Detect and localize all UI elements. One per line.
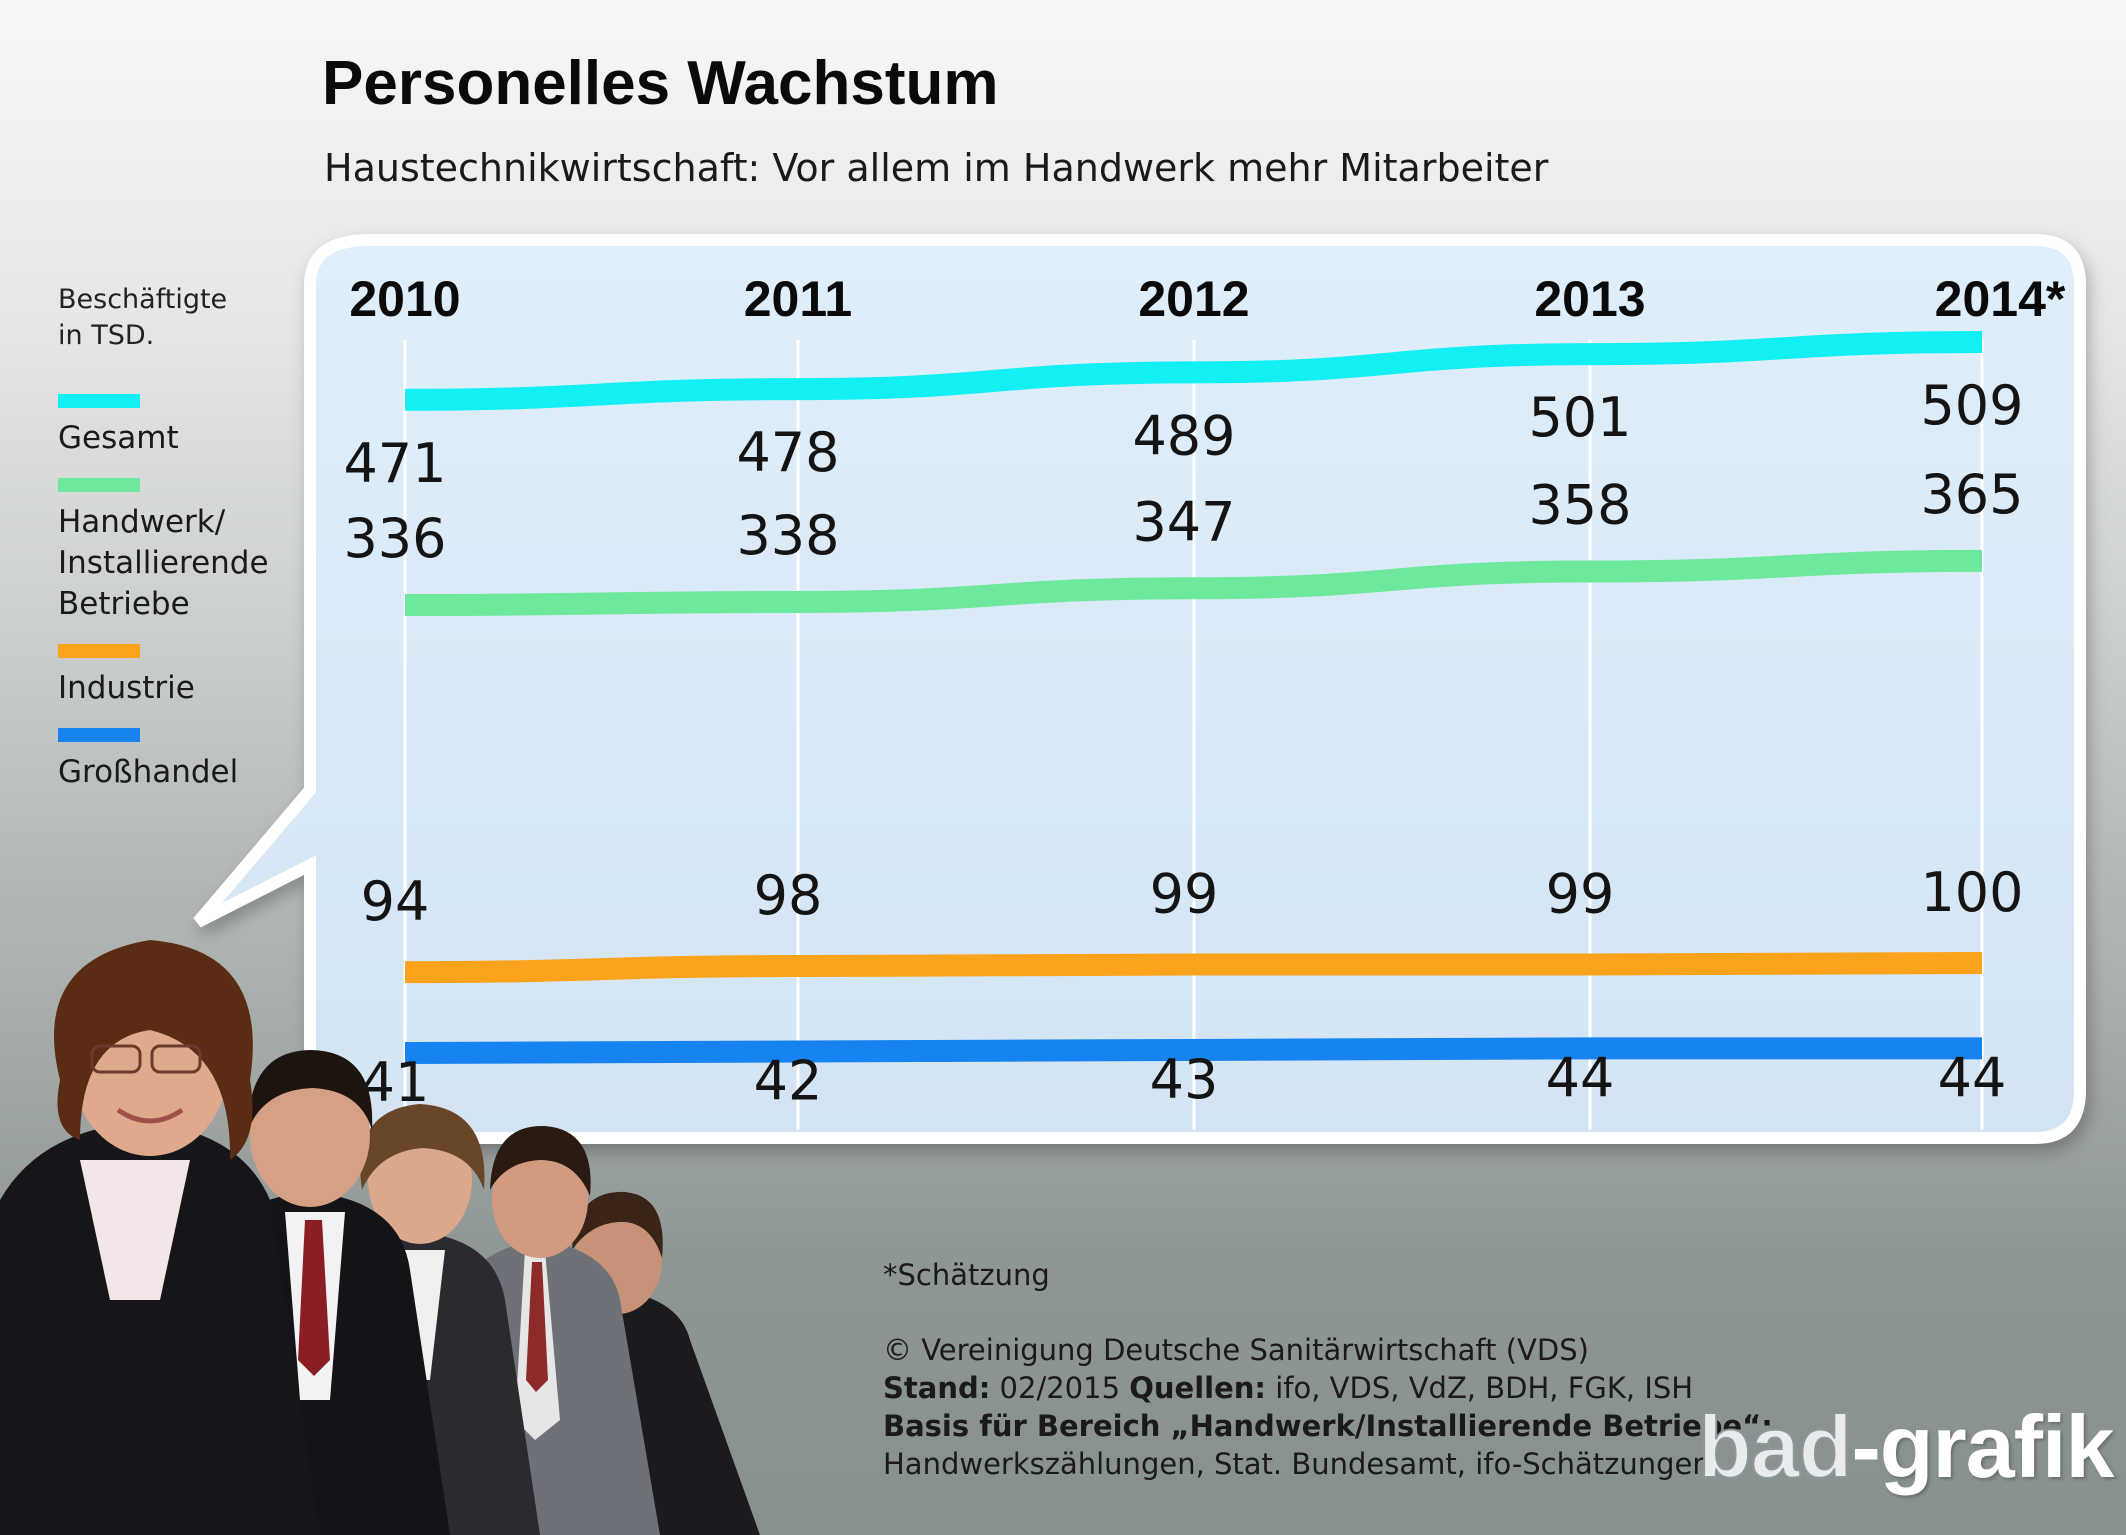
data-label-2-0: 94 [361, 870, 430, 933]
x-tick-label-1: 2011 [744, 271, 852, 327]
legend-item-industrie: Industrie [58, 644, 278, 709]
data-label-0-1: 478 [736, 421, 839, 484]
data-label-1-2: 347 [1132, 490, 1235, 553]
data-label-2-3: 99 [1546, 863, 1615, 926]
data-label-1-4: 365 [1920, 463, 2023, 526]
data-label-2-2: 99 [1150, 863, 1219, 926]
series-line-3 [404, 1037, 1982, 1064]
data-label-0-3: 501 [1528, 386, 1631, 449]
data-label-1-3: 358 [1528, 474, 1631, 537]
series-line-1 [404, 549, 1983, 616]
legend-label-handwerk: Handwerk/ Installierende Betriebe [58, 504, 269, 622]
footnote: *Schätzung [883, 1258, 1050, 1292]
page-title: Personelles Wachstum [322, 49, 999, 118]
data-label-3-2: 43 [1150, 1048, 1219, 1111]
basis-value: Handwerkszählungen, Stat. Bundesamt, ifo… [883, 1447, 1711, 1481]
legend-swatch-handwerk [58, 478, 140, 492]
legend-swatch-industrie [58, 644, 140, 658]
quellen-value: ifo, VDS, VdZ, BDH, FGK, ISH [1275, 1371, 1694, 1405]
legend-label-grosshandel: Großhandel [58, 754, 239, 790]
data-label-0-4: 509 [1920, 374, 2023, 437]
legend-item-grosshandel: Großhandel [58, 728, 278, 793]
quellen-label: Quellen: [1129, 1371, 1267, 1405]
year-labels: 2010 2011 2012 2013 2014* [349, 271, 2065, 327]
data-label-1-0: 336 [343, 507, 446, 570]
x-tick-label-0: 2010 [349, 271, 460, 327]
stand-quellen-line: Stand: 02/2015 Quellen: ifo, VDS, VdZ, B… [883, 1369, 1693, 1407]
series-lines [404, 331, 1983, 1064]
data-label-0-0: 471 [343, 432, 446, 495]
series-line-2 [404, 952, 1983, 984]
page-subtitle: Haustechnikwirtschaft: Vor allem im Hand… [324, 146, 1549, 190]
data-label-3-4: 44 [1938, 1046, 2007, 1109]
stand-label: Stand: [883, 1371, 991, 1405]
basis-label: Basis für Bereich „Handwerk/Installieren… [883, 1409, 1773, 1443]
legend-item-gesamt: Gesamt [58, 394, 278, 459]
legend-unit: Beschäftigte in TSD. [58, 284, 228, 351]
series-line-0 [404, 331, 1983, 411]
legend-item-handwerk: Handwerk/ Installierende Betriebe [58, 478, 278, 625]
data-label-3-0: 41 [361, 1051, 430, 1114]
x-tick-label-3: 2013 [1534, 271, 1645, 327]
bad-grafik-logo: bad-grafik [1697, 1396, 2114, 1497]
value-labels: 471 478 489 501 509 336 338 347 358 365 94 98 99 99 10… [343, 374, 2023, 1114]
legend-label-gesamt: Gesamt [58, 420, 179, 456]
data-label-0-2: 489 [1132, 404, 1235, 467]
data-label-2-1: 98 [754, 864, 823, 927]
stand-value: 02/2015 [999, 1371, 1121, 1405]
person-1 [0, 940, 320, 1535]
x-tick-label-2: 2012 [1138, 271, 1249, 327]
copyright-text: © Vereinigung Deutsche Sanitärwirtschaft… [883, 1333, 1589, 1367]
data-label-2-4: 100 [1920, 861, 2023, 924]
x-tick-label-4: 2014* [1935, 271, 2066, 327]
legend-swatch-grosshandel [58, 728, 140, 742]
data-label-3-1: 42 [754, 1049, 823, 1112]
data-label-3-3: 44 [1546, 1046, 1615, 1109]
legend-swatch-gesamt [58, 394, 140, 408]
legend-label-industrie: Industrie [58, 670, 195, 706]
data-label-1-1: 338 [736, 504, 839, 567]
gridlines [403, 340, 1984, 1130]
